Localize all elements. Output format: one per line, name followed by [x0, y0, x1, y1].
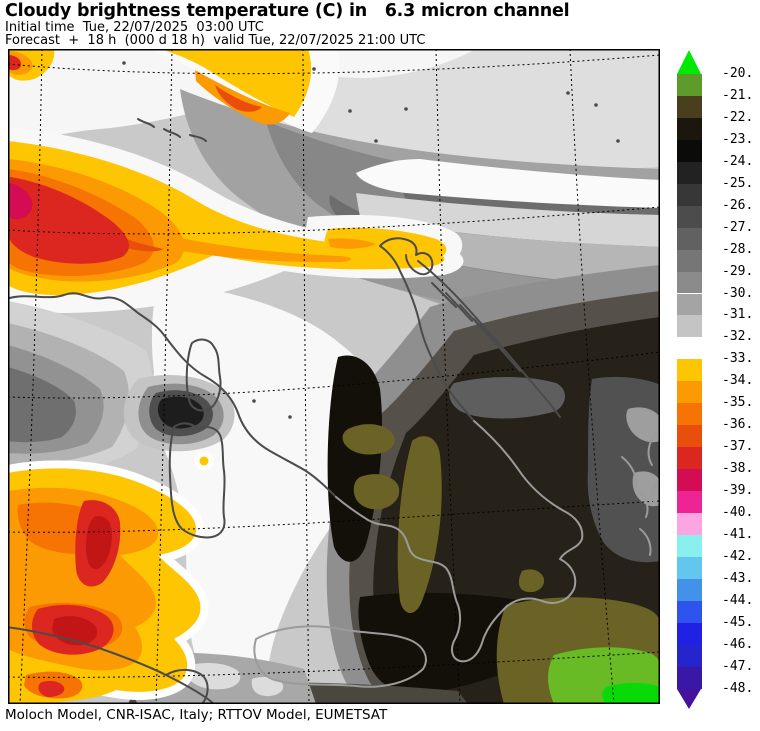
- colorbar-arrow-down: [677, 688, 701, 709]
- colorbar-segment: [677, 95, 702, 118]
- colorbar-segment: [677, 161, 702, 184]
- colorbar-tick-label: -47.: [722, 658, 754, 674]
- colorbar-segment: [677, 556, 702, 579]
- coastline-sicily: [253, 625, 427, 688]
- map-frame: [8, 49, 660, 704]
- colorbar-tick-label: -37.: [722, 439, 754, 455]
- colorbar-tick-label: -20.: [722, 66, 754, 81]
- colorbar-segment: [677, 447, 702, 470]
- colorbar-tick-label: -34.: [722, 373, 754, 389]
- colorbar-segment: [677, 600, 702, 623]
- colorbar-segment: [677, 315, 702, 338]
- colorbar-segment: [677, 249, 702, 272]
- colorbar: -20. -21. -22. -23. -24. -25. -26. -27. -28. -29.…: [677, 50, 757, 712]
- page-title: Cloudy brightness temperature (C) in 6.3…: [5, 1, 570, 21]
- colorbar-tick-label: -27.: [722, 219, 754, 235]
- colorbar-segment: [677, 183, 702, 206]
- colorbar-segment: [677, 74, 702, 96]
- colorbar-tick-label: -39.: [722, 483, 754, 499]
- colorbar-tick-label: -21.: [722, 87, 754, 103]
- colorbar-tick-label: -28.: [722, 241, 754, 257]
- colorbar-segment: [677, 403, 702, 426]
- colorbar-tick-label: -29.: [722, 263, 754, 279]
- dalmatian-islands: [431, 282, 521, 372]
- coastlines: [8, 61, 660, 704]
- coastline-corsica: [185, 338, 222, 412]
- map-canvas: [8, 49, 660, 704]
- coastline-greece: [621, 432, 660, 556]
- colorbar-segment: [677, 271, 702, 294]
- alpine-lakes: [137, 118, 207, 142]
- colorbar-tick-label: -31.: [722, 307, 754, 323]
- colorbar-segment: [677, 227, 702, 250]
- colorbar-tick-label: -46.: [722, 636, 754, 652]
- colorbar-segment: [677, 622, 702, 645]
- colorbar-segment: [677, 117, 702, 140]
- forecast-valid-text: Forecast + 18 h (000 d 18 h) valid Tue, …: [5, 33, 426, 48]
- colorbar-segment: [677, 381, 702, 404]
- colorbar-tick-label: -32.: [722, 329, 754, 345]
- colorbar-segment: [677, 644, 702, 667]
- colorbar-segment: [677, 578, 702, 601]
- colorbar-tick-label: -22.: [722, 109, 754, 125]
- colorbar-tick-label: -23.: [722, 131, 754, 147]
- coastline-tunisia: [8, 626, 215, 704]
- colorbar-tick-label: -48.: [722, 680, 754, 696]
- colorbar-segment: [677, 491, 702, 513]
- colorbar-tick-label: -38.: [722, 461, 754, 477]
- coastline-north-adriatic: [379, 237, 475, 422]
- colorbar-tick-label: -25.: [722, 175, 754, 191]
- colorbar-tick-label: -43.: [722, 570, 754, 586]
- colorbar-tick-label: -30.: [722, 285, 754, 301]
- colorbar-segment: [677, 359, 702, 382]
- colorbar-tick-label: -45.: [722, 614, 754, 630]
- small-islands: [122, 61, 620, 419]
- colorbar-segment: [677, 293, 702, 316]
- colorbar-segment: [677, 139, 702, 162]
- colorbar-segment: [677, 205, 702, 228]
- colorbar-segment: [677, 534, 702, 557]
- colorbar-tick-label: -41.: [722, 526, 754, 542]
- temperature-field: [8, 49, 660, 704]
- coastline-sardinia: [168, 422, 226, 539]
- colorbar-arrow-up: [677, 50, 701, 74]
- colorbar-segment: [677, 425, 702, 448]
- colorbar-segment: [677, 337, 702, 360]
- colorbar-tick-label: -24.: [722, 153, 754, 169]
- colorbar-segment: [677, 513, 702, 535]
- colorbar-segment: [677, 469, 702, 492]
- coastline-south-italy: [335, 420, 584, 663]
- coastline-liguria-tuscany: [8, 292, 337, 498]
- colorbar-tick-label: -40.: [722, 505, 754, 520]
- colorbar-tick-label: -42.: [722, 548, 754, 564]
- colorbar-tick-label: -26.: [722, 197, 754, 213]
- coastline-croatia: [417, 260, 561, 418]
- credit-text: Moloch Model, CNR-ISAC, Italy; RTTOV Mod…: [5, 707, 388, 723]
- initial-time-text: Initial time Tue, 22/07/2025 03:00 UTC: [5, 20, 264, 35]
- colorbar-tick-label: -36.: [722, 417, 754, 433]
- colorbar-segment: [677, 666, 702, 689]
- colorbar-tick-label: -33.: [722, 351, 754, 367]
- colorbar-tick-label: -35.: [722, 395, 754, 411]
- colorbar-tick-label: -44.: [722, 592, 754, 608]
- grid-lines: [8, 49, 660, 704]
